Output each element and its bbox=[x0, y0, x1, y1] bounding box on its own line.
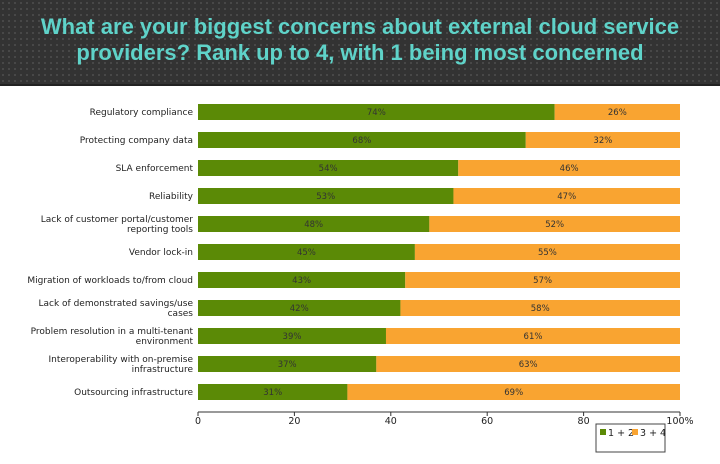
bar-segment-1-2 bbox=[198, 244, 415, 260]
bar-segment-3-4 bbox=[414, 244, 680, 260]
bar-segment-3-4 bbox=[385, 328, 680, 344]
data-label: 58% bbox=[531, 304, 550, 314]
bar-segment-1-2 bbox=[198, 356, 377, 372]
title-line-1: What are your biggest concerns about ext… bbox=[40, 14, 680, 39]
x-tick-label: 0 bbox=[195, 416, 201, 427]
data-label: 37% bbox=[278, 360, 297, 370]
x-tick-label: 60 bbox=[481, 416, 493, 427]
data-label: 53% bbox=[316, 192, 335, 202]
category-label: Vendor lock-in bbox=[129, 248, 193, 258]
bar-segment-3-4 bbox=[347, 384, 680, 400]
bar-segment-1-2 bbox=[198, 216, 430, 232]
x-tick-label: 100% bbox=[666, 416, 693, 427]
data-label: 42% bbox=[290, 304, 309, 314]
category-label: Regulatory compliance bbox=[90, 108, 194, 118]
category-label: Lack of demonstrated savings/use bbox=[39, 299, 194, 309]
bar-segment-1-2 bbox=[198, 104, 555, 120]
data-label: 54% bbox=[319, 164, 338, 174]
bar-segment-3-4 bbox=[453, 188, 680, 204]
data-label: 61% bbox=[524, 332, 543, 342]
bar-segment-1-2 bbox=[198, 272, 406, 288]
bar-segment-3-4 bbox=[376, 356, 680, 372]
bar-segment-1-2 bbox=[198, 384, 348, 400]
category-label: Migration of workloads to/from cloud bbox=[27, 276, 193, 286]
category-label: Interoperability with on-premise bbox=[49, 355, 194, 365]
data-label: 31% bbox=[263, 388, 282, 398]
legend-swatch bbox=[632, 429, 638, 435]
bar-segment-1-2 bbox=[198, 188, 454, 204]
category-label: Lack of customer portal/customer bbox=[41, 215, 194, 225]
category-label: Reliability bbox=[149, 192, 194, 202]
x-tick-label: 20 bbox=[288, 416, 300, 427]
data-label: 26% bbox=[608, 108, 627, 118]
category-label: Problem resolution in a multi-tenant bbox=[31, 327, 194, 337]
data-label: 45% bbox=[297, 248, 316, 258]
data-label: 55% bbox=[538, 248, 557, 258]
data-label: 46% bbox=[560, 164, 579, 174]
bar-segment-3-4 bbox=[458, 160, 680, 176]
category-label: Outsourcing infrastructure bbox=[74, 388, 193, 398]
data-label: 52% bbox=[545, 220, 564, 230]
header-banner: What are your biggest concerns about ext… bbox=[0, 0, 720, 86]
bar-segment-3-4 bbox=[405, 272, 680, 288]
category-label: reporting tools bbox=[127, 225, 193, 235]
category-label: SLA enforcement bbox=[116, 164, 194, 174]
bar-segment-3-4 bbox=[400, 300, 680, 316]
data-label: 47% bbox=[557, 192, 576, 202]
data-label: 57% bbox=[533, 276, 552, 286]
title-line-2: providers? Rank up to 4, with 1 being mo… bbox=[76, 40, 644, 65]
data-label: 68% bbox=[352, 136, 371, 146]
x-tick-label: 40 bbox=[385, 416, 397, 427]
bar-segment-1-2 bbox=[198, 300, 401, 316]
bar-segment-1-2 bbox=[198, 132, 526, 148]
data-label: 74% bbox=[367, 108, 386, 118]
category-label: Protecting company data bbox=[80, 136, 193, 146]
chart-title: What are your biggest concerns about ext… bbox=[0, 14, 720, 66]
data-label: 63% bbox=[519, 360, 538, 370]
data-label: 69% bbox=[504, 388, 523, 398]
data-label: 32% bbox=[593, 136, 612, 146]
data-label: 48% bbox=[304, 220, 323, 230]
data-label: 43% bbox=[292, 276, 311, 286]
legend-swatch bbox=[600, 429, 606, 435]
data-label: 39% bbox=[283, 332, 302, 342]
bar-segment-3-4 bbox=[554, 104, 680, 120]
bar-segment-1-2 bbox=[198, 328, 386, 344]
category-label: cases bbox=[168, 309, 194, 319]
category-label: environment bbox=[136, 337, 194, 347]
bar-segment-3-4 bbox=[525, 132, 680, 148]
legend-box bbox=[595, 423, 666, 453]
category-label: infrastructure bbox=[132, 365, 194, 375]
bar-segment-1-2 bbox=[198, 160, 459, 176]
legend-label: 3 + 4 bbox=[640, 428, 666, 439]
x-tick-label: 80 bbox=[578, 416, 590, 427]
bar-segment-3-4 bbox=[429, 216, 680, 232]
legend-label: 1 + 2 bbox=[608, 428, 634, 439]
